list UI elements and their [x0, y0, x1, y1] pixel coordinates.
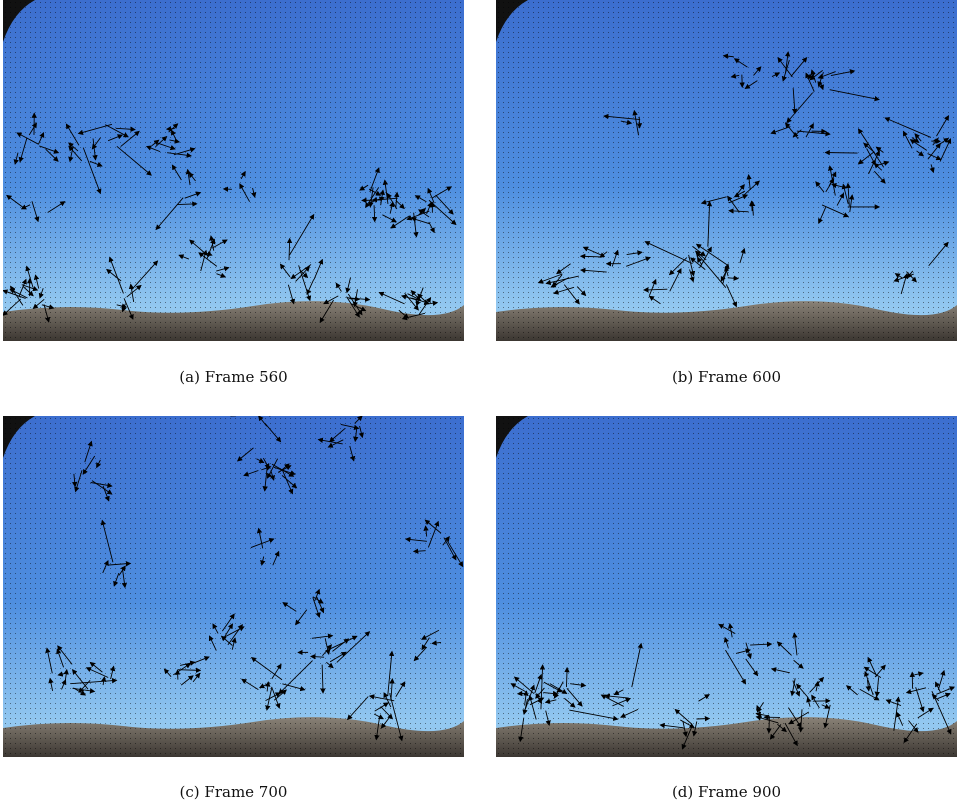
dot-grid — [3, 416, 464, 757]
figure: (a) Frame 560 (b) Frame 600 (c) Frame 70… — [0, 0, 957, 804]
caption: (c) Frame 700 — [3, 783, 464, 801]
caption: (a) Frame 560 — [3, 368, 464, 386]
caption: (d) Frame 900 — [496, 783, 957, 801]
flow-arrow — [167, 129, 175, 130]
flow-arrow — [752, 201, 753, 211]
frame-image — [496, 0, 957, 341]
flow-arrow — [349, 299, 359, 300]
frame-image — [3, 0, 464, 341]
flow-arrow — [696, 718, 709, 719]
flow-arrow — [769, 716, 770, 732]
flow-arrow — [566, 668, 567, 687]
frame-image — [3, 416, 464, 757]
dot-grid — [3, 0, 464, 341]
frame-image — [496, 416, 957, 757]
caption: (b) Frame 600 — [496, 368, 957, 386]
flow-arrow — [825, 153, 857, 154]
dot-grid — [496, 416, 957, 757]
